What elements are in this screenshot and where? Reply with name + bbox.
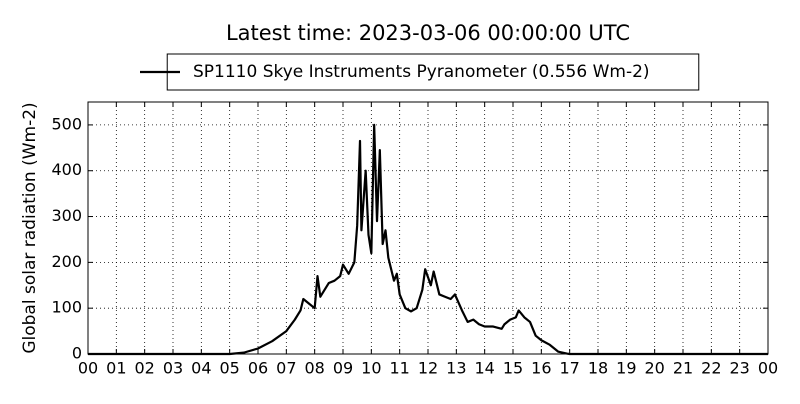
y-tick-label: 0 (72, 344, 82, 363)
chart-title: Latest time: 2023-03-06 00:00:00 UTC (226, 21, 630, 45)
plot-frame (87, 101, 769, 355)
x-tick-label: 02 (134, 359, 154, 378)
y-tick-label: 400 (51, 160, 82, 179)
x-tick-label: 08 (304, 359, 324, 378)
x-tick-label: 19 (616, 359, 636, 378)
x-tick-label: 17 (559, 359, 579, 378)
x-tick-label: 13 (446, 359, 466, 378)
x-tick-label: 06 (248, 359, 268, 378)
y-tick-label: 500 (51, 114, 82, 133)
x-tick-label: 23 (729, 359, 749, 378)
legend-label: SP1110 Skye Instruments Pyranometer (0.5… (193, 62, 650, 82)
x-tick-label: 16 (531, 359, 551, 378)
x-tick-label: 01 (106, 359, 126, 378)
x-tick-label: 04 (191, 359, 211, 378)
y-axis-label: Global solar radiation (Wm-2) (20, 102, 40, 353)
x-tick-label: 03 (163, 359, 183, 378)
x-tick-label: 00 (78, 359, 98, 378)
data-line (88, 123, 768, 356)
x-tick-label: 21 (673, 359, 693, 378)
legend-box (166, 53, 700, 91)
x-tick-label: 12 (418, 359, 438, 378)
y-tick-label: 200 (51, 252, 82, 271)
x-tick-label: 10 (361, 359, 381, 378)
x-tick-label: 00 (758, 359, 778, 378)
x-tick-label: 18 (588, 359, 608, 378)
x-tick-label: 07 (276, 359, 296, 378)
x-tick-label: 15 (503, 359, 523, 378)
x-tick-label: 14 (474, 359, 494, 378)
x-tick-label: 20 (644, 359, 664, 378)
x-tick-label: 05 (219, 359, 239, 378)
x-tick-label: 11 (389, 359, 409, 378)
y-tick-label: 300 (51, 206, 82, 225)
y-tick-label: 100 (51, 298, 82, 317)
x-tick-label: 09 (333, 359, 353, 378)
x-tick-label: 22 (701, 359, 721, 378)
